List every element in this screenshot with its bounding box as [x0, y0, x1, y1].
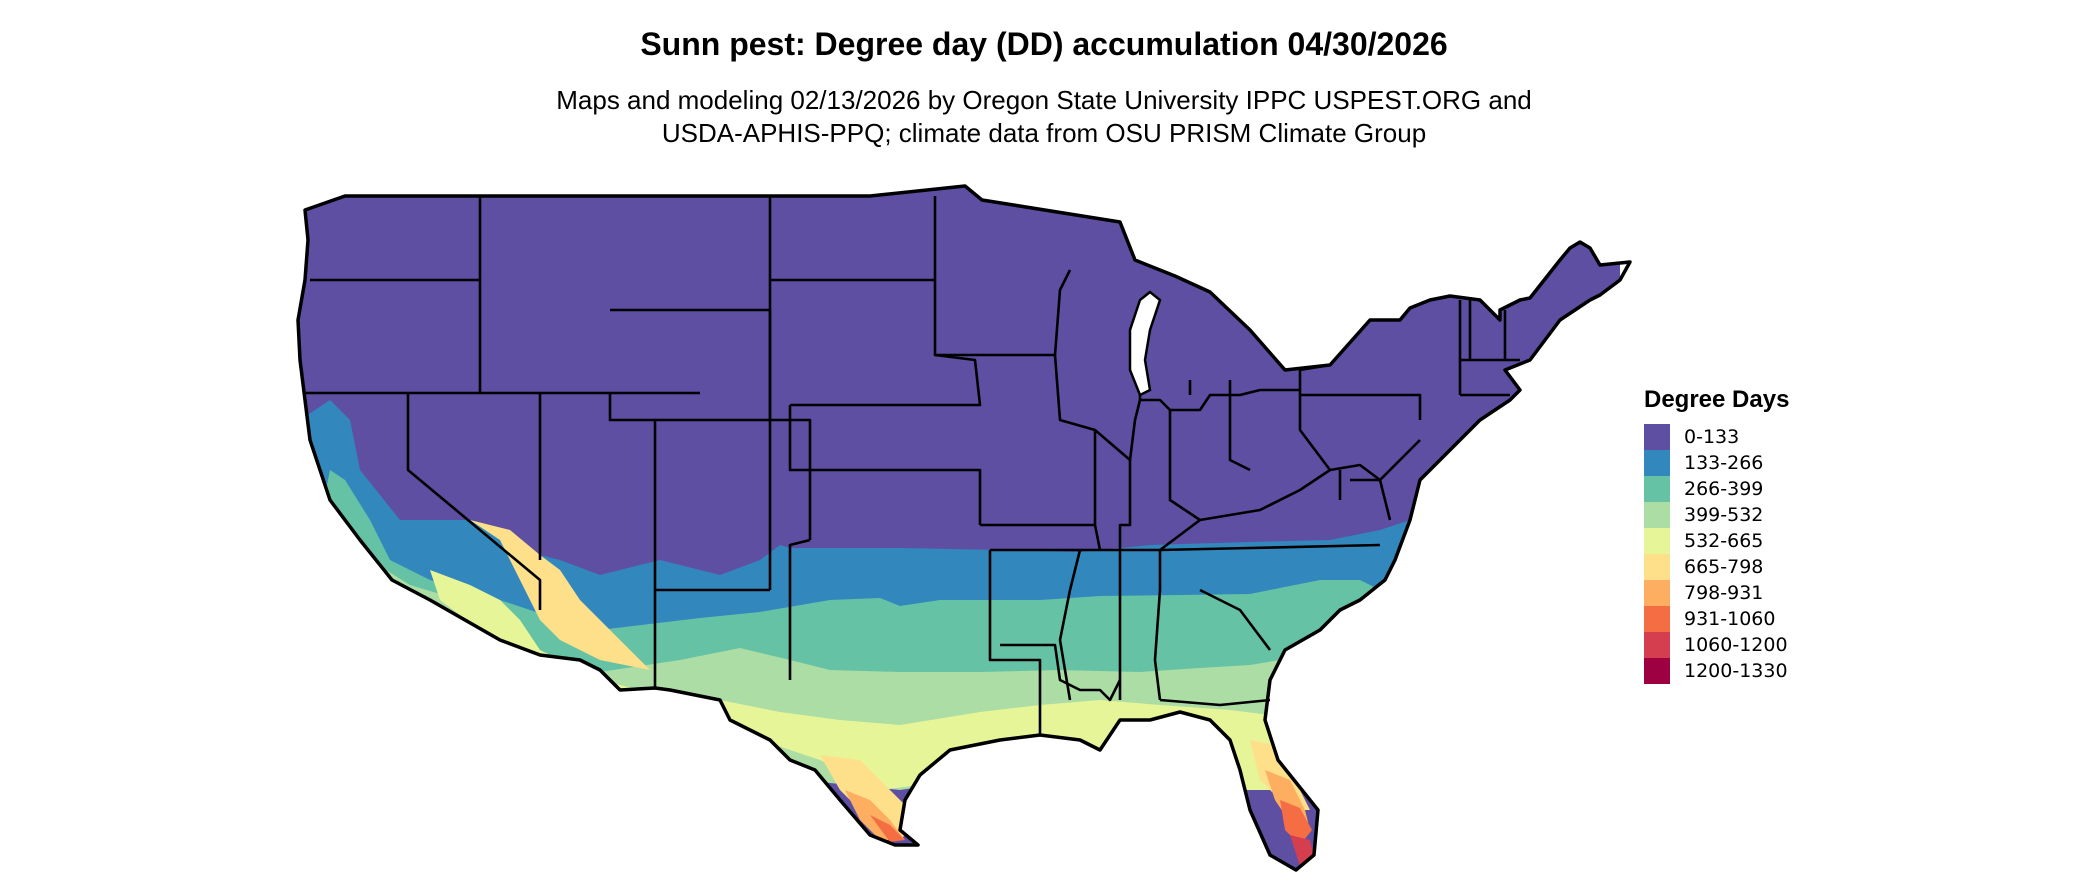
subtitle-line-2: USDA-APHIS-PPQ; climate data from OSU PR… [661, 118, 1427, 148]
map-title: Sunn pest: Degree day (DD) accumulation … [640, 26, 1448, 62]
legend-label: 1060-1200 [1684, 634, 1788, 656]
legend-item: 798-931 [1644, 580, 1789, 606]
legend-label: 798-931 [1684, 582, 1764, 604]
legend-swatch [1644, 580, 1670, 606]
legend-label: 399-532 [1684, 504, 1764, 526]
legend-swatch [1644, 528, 1670, 554]
legend-items: 0-133 133-266 266-399 399-532 532-665 665-798… [1644, 424, 1789, 684]
legend-item: 532-665 [1644, 528, 1789, 554]
us-outline [296, 184, 1632, 872]
legend-label: 665-798 [1684, 556, 1764, 578]
legend-label: 266-399 [1684, 478, 1764, 500]
legend-item: 1060-1200 [1644, 632, 1789, 658]
legend-swatch [1644, 450, 1670, 476]
legend-swatch [1644, 424, 1670, 450]
legend-swatch [1644, 554, 1670, 580]
great-lakes [1128, 290, 1162, 397]
legend-label: 0-133 [1684, 426, 1740, 448]
zone-532-665 [430, 570, 1300, 790]
legend-swatch [1644, 632, 1670, 658]
legend-swatch [1644, 476, 1670, 502]
legend-item: 266-399 [1644, 476, 1789, 502]
legend-swatch [1644, 606, 1670, 632]
legend-item: 0-133 [1644, 424, 1789, 450]
legend-swatch [1644, 658, 1670, 684]
legend-label: 1200-1330 [1684, 660, 1788, 682]
legend-item: 399-532 [1644, 502, 1789, 528]
legend-item: 133-266 [1644, 450, 1789, 476]
map-legend: Degree Days 0-133 133-266 266-399 399-532 53… [1644, 386, 1789, 684]
legend-label: 532-665 [1684, 530, 1764, 552]
legend-label: 931-1060 [1684, 608, 1776, 630]
legend-item: 665-798 [1644, 554, 1789, 580]
state-boundaries [305, 196, 1520, 735]
legend-item: 931-1060 [1644, 606, 1789, 632]
legend-title: Degree Days [1644, 386, 1790, 413]
legend-swatch [1644, 502, 1670, 528]
legend-item: 1200-1330 [1644, 658, 1789, 684]
subtitle-line-1: Maps and modeling 02/13/2026 by Oregon S… [556, 85, 1532, 115]
map-subtitle: Maps and modeling 02/13/2026 by Oregon S… [0, 84, 2088, 150]
legend-label: 133-266 [1684, 452, 1764, 474]
zone-931-1060 [870, 800, 1312, 845]
